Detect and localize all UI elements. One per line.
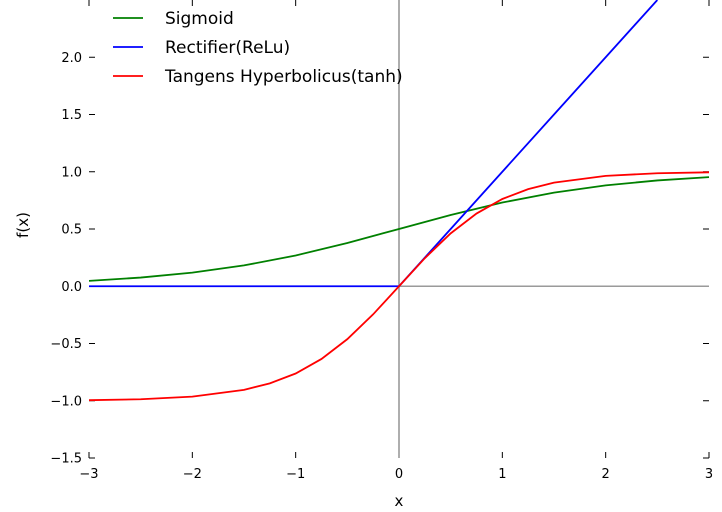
y-tick-label: −0.5 <box>50 337 82 352</box>
series-line-sigmoid <box>89 176 710 282</box>
tick-labels: −3 −2 −1 0 1 2 3 −1.5 −1.0 −0.5 0.0 0.5 1.0 1.5 2.0 <box>50 51 713 482</box>
x-tick-label: 2 <box>602 467 610 482</box>
y-axis-label: f(x) <box>14 212 32 238</box>
legend-entry-rectifier-relu: Rectifier(ReLu) <box>113 38 290 58</box>
y-tick-label: 0.5 <box>61 223 82 238</box>
x-tick-label: −1 <box>286 467 305 482</box>
series-group <box>89 0 710 402</box>
x-tick-label: 3 <box>705 467 713 482</box>
legend-label: Rectifier(ReLu) <box>165 38 290 58</box>
x-tick-label: −3 <box>79 467 98 482</box>
y-tick-label: −1.5 <box>50 452 82 467</box>
y-tick-label: 0.0 <box>61 280 82 295</box>
y-tick-label: 1.5 <box>61 108 82 123</box>
x-tick-label: 0 <box>395 467 403 482</box>
axis-ticks <box>88 0 710 459</box>
legend: Sigmoid Rectifier(ReLu) Tangens Hyperbolic… <box>113 9 403 87</box>
y-tick-label: 2.0 <box>61 51 82 66</box>
x-tick-label: 1 <box>498 467 506 482</box>
series-line-tangens-hyperbolicus-tanh <box>89 171 710 402</box>
legend-label: Sigmoid <box>165 9 234 29</box>
x-axis-label: x <box>395 492 404 510</box>
legend-entry-tangens-hyperbolicus-tanh: Tangens Hyperbolicus(tanh) <box>113 67 403 87</box>
legend-entry-sigmoid: Sigmoid <box>113 9 234 29</box>
x-tick-label: −2 <box>183 467 202 482</box>
y-tick-label: −1.0 <box>50 394 82 409</box>
legend-label: Tangens Hyperbolicus(tanh) <box>164 67 403 87</box>
y-tick-label: 1.0 <box>61 165 82 180</box>
